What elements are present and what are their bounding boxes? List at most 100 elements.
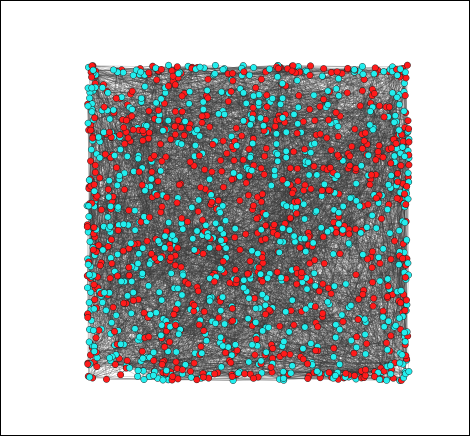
graph-node-red [174, 244, 182, 252]
graph-node-red [229, 77, 237, 85]
graph-node-cyan [384, 206, 391, 213]
graph-node-cyan [287, 369, 295, 377]
graph-node-cyan [186, 88, 194, 96]
graph-node-red [397, 299, 405, 307]
graph-node-red [231, 233, 239, 241]
graph-node-red [378, 215, 385, 223]
graph-node-cyan [175, 70, 182, 77]
graph-node-cyan [157, 167, 165, 175]
graph-node-red [180, 131, 188, 139]
graph-node-cyan [384, 275, 392, 283]
graph-node-cyan [240, 117, 247, 125]
graph-node-red [90, 181, 98, 189]
graph-node-cyan [134, 260, 142, 267]
graph-node-cyan [318, 72, 326, 80]
graph-node-red [327, 69, 335, 76]
graph-node-red [290, 148, 298, 156]
graph-node-cyan [191, 142, 199, 149]
graph-node-red [280, 350, 288, 358]
graph-node-cyan [248, 247, 256, 255]
graph-node-red [198, 119, 206, 127]
graph-node-cyan [139, 244, 147, 252]
graph-node-red [342, 369, 350, 377]
graph-node-red [257, 164, 265, 172]
graph-node-red [323, 134, 331, 142]
graph-node-cyan [352, 197, 360, 205]
graph-node-red [125, 263, 133, 271]
graph-node-red [158, 361, 166, 368]
graph-node-cyan [128, 278, 136, 285]
graph-node-red [325, 116, 332, 124]
graph-node-red [208, 198, 216, 206]
graph-node-cyan [178, 291, 186, 299]
graph-node-red [334, 151, 342, 159]
graph-node-cyan [302, 305, 310, 313]
graph-node-cyan [146, 311, 154, 318]
graph-node-cyan [379, 245, 387, 253]
graph-node-red [402, 74, 410, 82]
graph-node-cyan [84, 102, 92, 110]
graph-node-red [171, 122, 179, 130]
graph-node-cyan [90, 347, 98, 355]
graph-node-cyan [149, 371, 157, 379]
graph-node-red [123, 357, 131, 365]
graph-node-cyan [117, 278, 125, 285]
graph-node-red [404, 117, 412, 125]
graph-node-cyan [100, 289, 108, 297]
graph-node-red [245, 145, 253, 153]
graph-node-red [319, 233, 327, 241]
graph-node-red [253, 215, 261, 223]
graph-node-red [215, 314, 223, 322]
graph-node-red [324, 284, 332, 292]
graph-node-cyan [335, 220, 343, 228]
graph-node-red [332, 229, 340, 237]
graph-node-cyan [366, 107, 374, 115]
graph-node-cyan [395, 126, 403, 134]
graph-node-red [219, 137, 227, 145]
graph-node-cyan [116, 146, 124, 153]
graph-node-red [194, 287, 202, 295]
graph-node-cyan [248, 341, 256, 349]
graph-node-cyan [107, 254, 115, 262]
graph-nodes [83, 61, 413, 384]
graph-node-cyan [345, 239, 353, 247]
graph-node-cyan [257, 226, 265, 234]
graph-node-red [167, 135, 175, 143]
graph-node-red [148, 168, 156, 176]
graph-node-cyan [155, 288, 163, 296]
graph-node-red [403, 296, 410, 304]
graph-node-cyan [134, 155, 142, 163]
graph-node-red [263, 91, 271, 99]
graph-node-cyan [290, 110, 298, 118]
graph-node-cyan [161, 244, 169, 252]
graph-node-red [95, 241, 103, 249]
graph-node-cyan [217, 363, 225, 371]
graph-node-cyan [90, 305, 98, 313]
graph-node-cyan [120, 220, 128, 228]
graph-node-red [91, 161, 99, 169]
graph-node-red [387, 332, 395, 340]
graph-node-cyan [396, 359, 404, 367]
graph-node-cyan [391, 112, 399, 120]
graph-node-red [208, 168, 216, 176]
graph-node-cyan [131, 226, 139, 234]
graph-node-cyan [86, 373, 94, 381]
graph-node-red [364, 255, 371, 263]
graph-node-red [293, 210, 301, 217]
graph-node-red [325, 369, 333, 376]
graph-node-cyan [329, 250, 337, 258]
graph-node-cyan [204, 233, 212, 241]
graph-node-red [387, 144, 395, 152]
graph-node-red [166, 245, 174, 253]
graph-node-cyan [215, 110, 222, 118]
graph-node-cyan [124, 292, 131, 300]
graph-node-red [293, 129, 301, 137]
graph-node-red [169, 372, 177, 380]
graph-node-red [348, 143, 356, 150]
graph-node-red [140, 309, 148, 317]
graph-node-cyan [258, 291, 266, 298]
graph-node-red [330, 344, 338, 352]
graph-node-cyan [280, 375, 287, 382]
graph-node-cyan [262, 348, 270, 356]
graph-node-red [294, 177, 302, 185]
